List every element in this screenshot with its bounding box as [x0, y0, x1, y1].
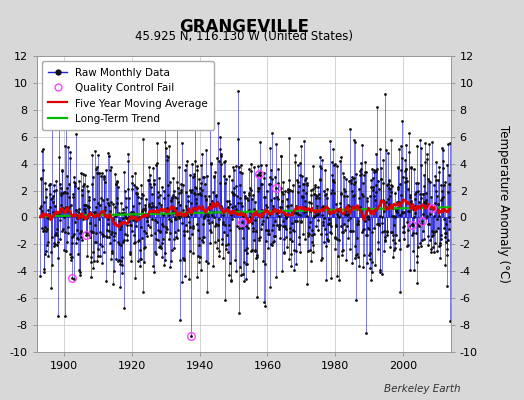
Y-axis label: Temperature Anomaly (°C): Temperature Anomaly (°C) [497, 125, 510, 283]
Text: GRANGEVILLE: GRANGEVILLE [179, 18, 309, 36]
Legend: Raw Monthly Data, Quality Control Fail, Five Year Moving Average, Long-Term Tren: Raw Monthly Data, Quality Control Fail, … [42, 61, 214, 130]
Text: Berkeley Earth: Berkeley Earth [385, 384, 461, 394]
Text: 45.925 N, 116.130 W (United States): 45.925 N, 116.130 W (United States) [135, 30, 353, 43]
